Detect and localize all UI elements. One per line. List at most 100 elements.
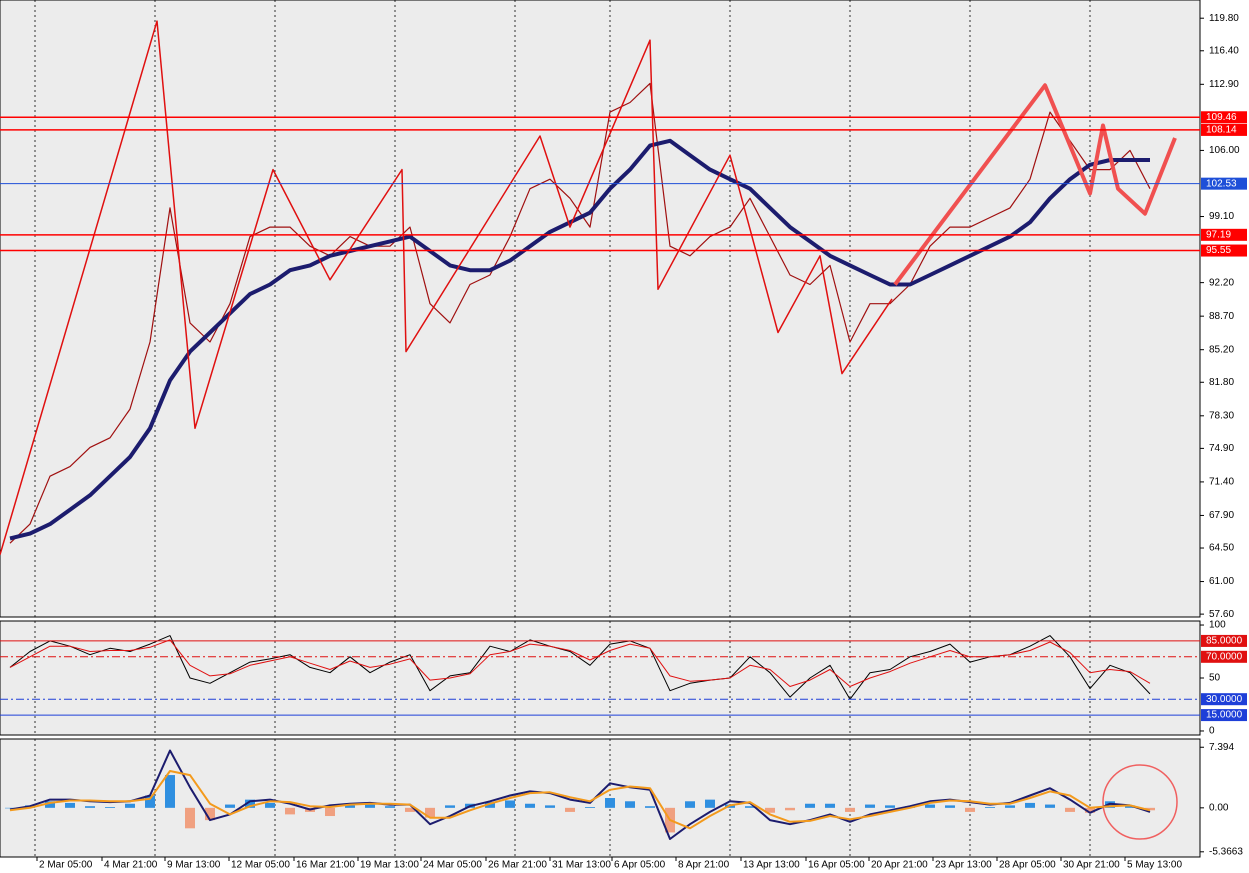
histogram-bar <box>1025 802 1035 808</box>
level-label-box <box>1201 123 1247 136</box>
histogram-bar <box>385 806 395 808</box>
histogram-bar <box>985 807 995 808</box>
level-label: 95.55 <box>1206 245 1231 256</box>
y-tick-label: 78.30 <box>1209 410 1234 421</box>
y-tick-label: 7.394 <box>1209 742 1234 753</box>
histogram-bar <box>205 807 215 821</box>
y-tick-label: 99.10 <box>1209 211 1234 222</box>
x-tick-label: 26 Mar 21:00 <box>488 860 547 871</box>
level-label-box <box>1201 244 1247 257</box>
level-label-box <box>1201 650 1247 663</box>
histogram-bar <box>145 795 155 808</box>
series-line <box>9 138 1150 541</box>
histogram-bar <box>185 807 195 829</box>
histogram-bar <box>685 801 695 808</box>
histogram-bar <box>865 804 875 808</box>
x-tick-label: 24 Mar 05:00 <box>423 860 482 871</box>
x-tick-label: 31 Mar 13:00 <box>552 860 611 871</box>
x-tick-label: 16 Apr 05:00 <box>808 860 865 871</box>
histogram-bar <box>405 807 415 812</box>
level-label-box <box>1201 228 1247 241</box>
histogram-bar <box>245 799 255 808</box>
histogram-bar <box>325 807 335 817</box>
histogram-bar <box>745 806 755 808</box>
histogram-bar <box>1005 805 1015 808</box>
histogram-bar <box>45 801 55 808</box>
histogram-bar <box>5 807 15 809</box>
histogram-bar <box>345 805 355 808</box>
histogram-bar <box>285 807 295 815</box>
y-tick-label: 0.00 <box>1209 802 1229 813</box>
y-tick-label: 112.90 <box>1209 79 1239 90</box>
y-tick-label: 85.20 <box>1209 344 1234 355</box>
histogram-bar <box>625 801 635 808</box>
histogram-bar <box>845 807 855 812</box>
histogram-bar <box>805 803 815 808</box>
x-tick-label: 9 Mar 13:00 <box>167 860 221 871</box>
x-tick-label: 4 Mar 21:00 <box>104 860 158 871</box>
histogram-bar <box>485 802 495 808</box>
histogram-bar <box>925 804 935 808</box>
histogram-bar <box>445 805 455 808</box>
y-tick-label: 100 <box>1209 620 1226 631</box>
histogram-bar <box>65 802 75 808</box>
highlight-circle <box>1102 764 1178 840</box>
series-line <box>9 639 1151 687</box>
x-tick-label: 12 Mar 05:00 <box>231 860 290 871</box>
histogram-bar <box>1125 805 1135 808</box>
x-tick-label: 23 Apr 13:00 <box>935 860 992 871</box>
series-line <box>9 770 1151 830</box>
x-tick-label: 28 Apr 05:00 <box>999 860 1056 871</box>
y-tick-label: 92.20 <box>1209 277 1234 288</box>
level-label: 97.19 <box>1206 229 1231 240</box>
oscillator-panel <box>0 620 1201 736</box>
x-tick-label: 2 Mar 05:00 <box>39 860 93 871</box>
y-tick-label: 0 <box>1209 726 1215 737</box>
histogram-bar <box>645 806 655 808</box>
histogram-bar <box>1045 804 1055 808</box>
y-tick-label: 67.90 <box>1209 510 1234 521</box>
x-tick-label: 13 Apr 13:00 <box>743 860 800 871</box>
histogram-bar <box>885 805 895 808</box>
level-label: 108.14 <box>1206 125 1237 136</box>
histogram-bar <box>945 805 955 808</box>
level-label-box <box>1201 634 1247 647</box>
histogram-bar <box>365 804 375 808</box>
histogram-bar <box>585 807 595 808</box>
histogram-bar <box>565 807 575 812</box>
histogram-bar <box>965 807 975 812</box>
level-label: 30.0000 <box>1206 694 1243 705</box>
level-label-box <box>1201 111 1247 124</box>
histogram-bar <box>425 807 435 818</box>
histogram-bar <box>165 775 175 808</box>
level-label-box <box>1201 693 1247 706</box>
histogram-bar <box>1145 807 1155 811</box>
x-tick-label: 19 Mar 13:00 <box>360 860 419 871</box>
histogram-bar <box>605 798 615 808</box>
y-tick-label: 71.40 <box>1209 477 1234 488</box>
histogram-bar <box>265 802 275 808</box>
separators <box>34 0 1091 857</box>
level-label: 102.53 <box>1206 178 1237 189</box>
y-tick-label: 61.00 <box>1209 576 1234 587</box>
histogram-bar <box>1065 807 1075 812</box>
histogram-bar <box>525 803 535 808</box>
level-label: 85.0000 <box>1206 636 1243 647</box>
histogram-bar <box>105 807 115 808</box>
x-tick-label: 6 Apr 05:00 <box>614 860 666 871</box>
y-tick-label: 116.40 <box>1209 45 1239 56</box>
histogram-bar <box>85 806 95 808</box>
series-line <box>9 82 1151 544</box>
series-line <box>893 83 1177 286</box>
y-tick-label: 88.70 <box>1209 311 1234 322</box>
price-panel <box>0 0 1201 618</box>
y-tick-label: 57.60 <box>1209 609 1234 620</box>
histogram-bar <box>785 807 795 811</box>
histogram-bar <box>225 804 235 808</box>
macd-panel <box>0 738 1201 858</box>
x-tick-label: 30 Apr 21:00 <box>1063 860 1120 871</box>
level-label: 70.0000 <box>1206 651 1243 662</box>
histogram-bar <box>125 803 135 808</box>
x-tick-label: 16 Mar 21:00 <box>296 860 355 871</box>
